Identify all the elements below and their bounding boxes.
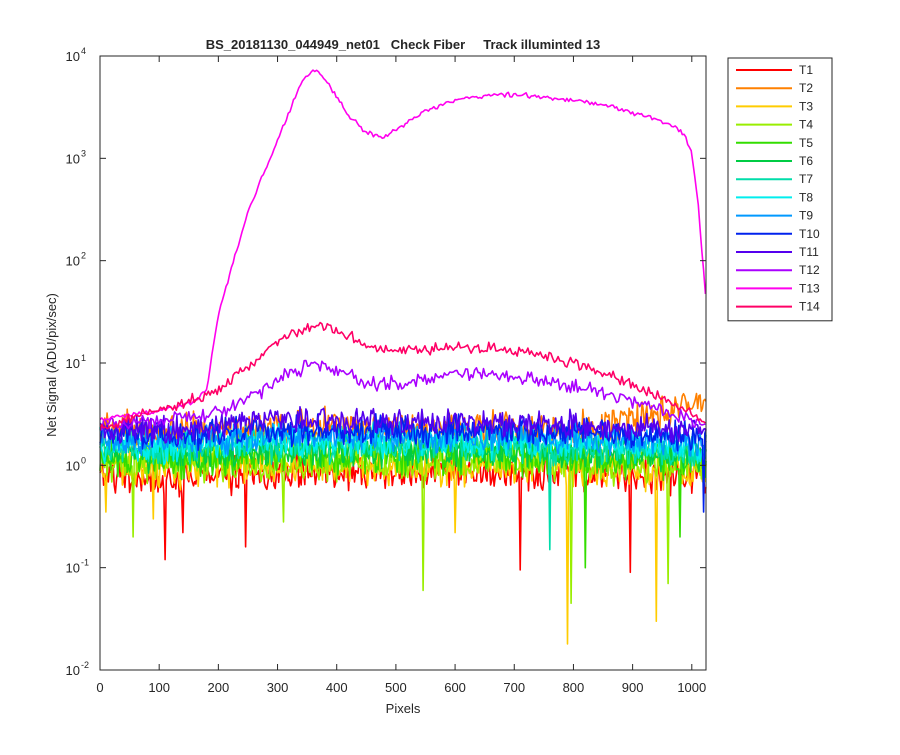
series-t10-line xyxy=(99,413,707,513)
x-tick-label: 500 xyxy=(385,680,407,695)
x-tick-label: 800 xyxy=(563,680,585,695)
legend-label-t7: T7 xyxy=(799,172,813,186)
legend-label-t13: T13 xyxy=(799,281,820,295)
legend-label-t9: T9 xyxy=(799,209,813,223)
series-layer xyxy=(99,69,707,645)
legend-label-t2: T2 xyxy=(799,81,813,95)
legend-label-t1: T1 xyxy=(799,63,813,77)
y-tick-exponent: 3 xyxy=(81,148,86,158)
x-tick-label: 900 xyxy=(622,680,644,695)
legend-label-t3: T3 xyxy=(799,99,813,113)
y-tick-label: 10 xyxy=(66,356,80,371)
y-tick-label: 10 xyxy=(66,663,80,678)
series-t11-line xyxy=(99,406,707,445)
x-tick-label: 1000 xyxy=(677,680,706,695)
y-tick-exponent: 1 xyxy=(81,353,86,363)
series-t12-line xyxy=(99,359,706,432)
y-axis-label: Net Signal (ADU/pix/sec) xyxy=(44,293,59,437)
y-tick-exponent: -1 xyxy=(81,558,89,568)
legend-label-t10: T10 xyxy=(799,227,820,241)
legend-label-t11: T11 xyxy=(799,245,819,259)
legend-label-t12: T12 xyxy=(799,263,820,277)
legend-label-t6: T6 xyxy=(799,154,813,168)
plot-area xyxy=(100,56,706,670)
y-tick-label: 10 xyxy=(66,458,80,473)
x-tick-label: 100 xyxy=(148,680,170,695)
y-tick-exponent: 4 xyxy=(81,46,86,56)
x-tick-label: 300 xyxy=(267,680,289,695)
x-tick-label: 0 xyxy=(96,680,103,695)
series-t14-line xyxy=(99,321,706,430)
legend: T1 T2 T3 T4 T5 T6 T7 T8 T9 T10 T11 T12 T13 T14 xyxy=(727,57,833,322)
x-tick-label: 600 xyxy=(444,680,466,695)
y-tick-label: 10 xyxy=(66,254,80,269)
y-tick-label: 10 xyxy=(66,561,80,576)
y-tick-exponent: -2 xyxy=(81,660,89,670)
x-tick-label: 700 xyxy=(503,680,525,695)
tick-layer: 0 100 200 300 400 500 600 700 800 900 100010-210-1… xyxy=(66,46,707,695)
y-tick-exponent: 0 xyxy=(81,455,86,465)
legend-box xyxy=(727,57,833,322)
x-tick-label: 400 xyxy=(326,680,348,695)
y-tick-label: 10 xyxy=(66,151,80,166)
legend-label-t4: T4 xyxy=(799,118,813,132)
legend-label-t8: T8 xyxy=(799,190,813,204)
y-tick-exponent: 2 xyxy=(81,251,86,261)
y-tick-label: 10 xyxy=(66,49,80,64)
legend-label-t5: T5 xyxy=(799,136,813,150)
series-t13-line xyxy=(99,69,707,421)
x-tick-label: 200 xyxy=(208,680,230,695)
x-axis-label: Pixels xyxy=(386,701,421,716)
legend-label-t14: T14 xyxy=(799,300,820,314)
chart-title: BS_20181130_044949_net01 Check Fiber Tra… xyxy=(206,37,601,52)
